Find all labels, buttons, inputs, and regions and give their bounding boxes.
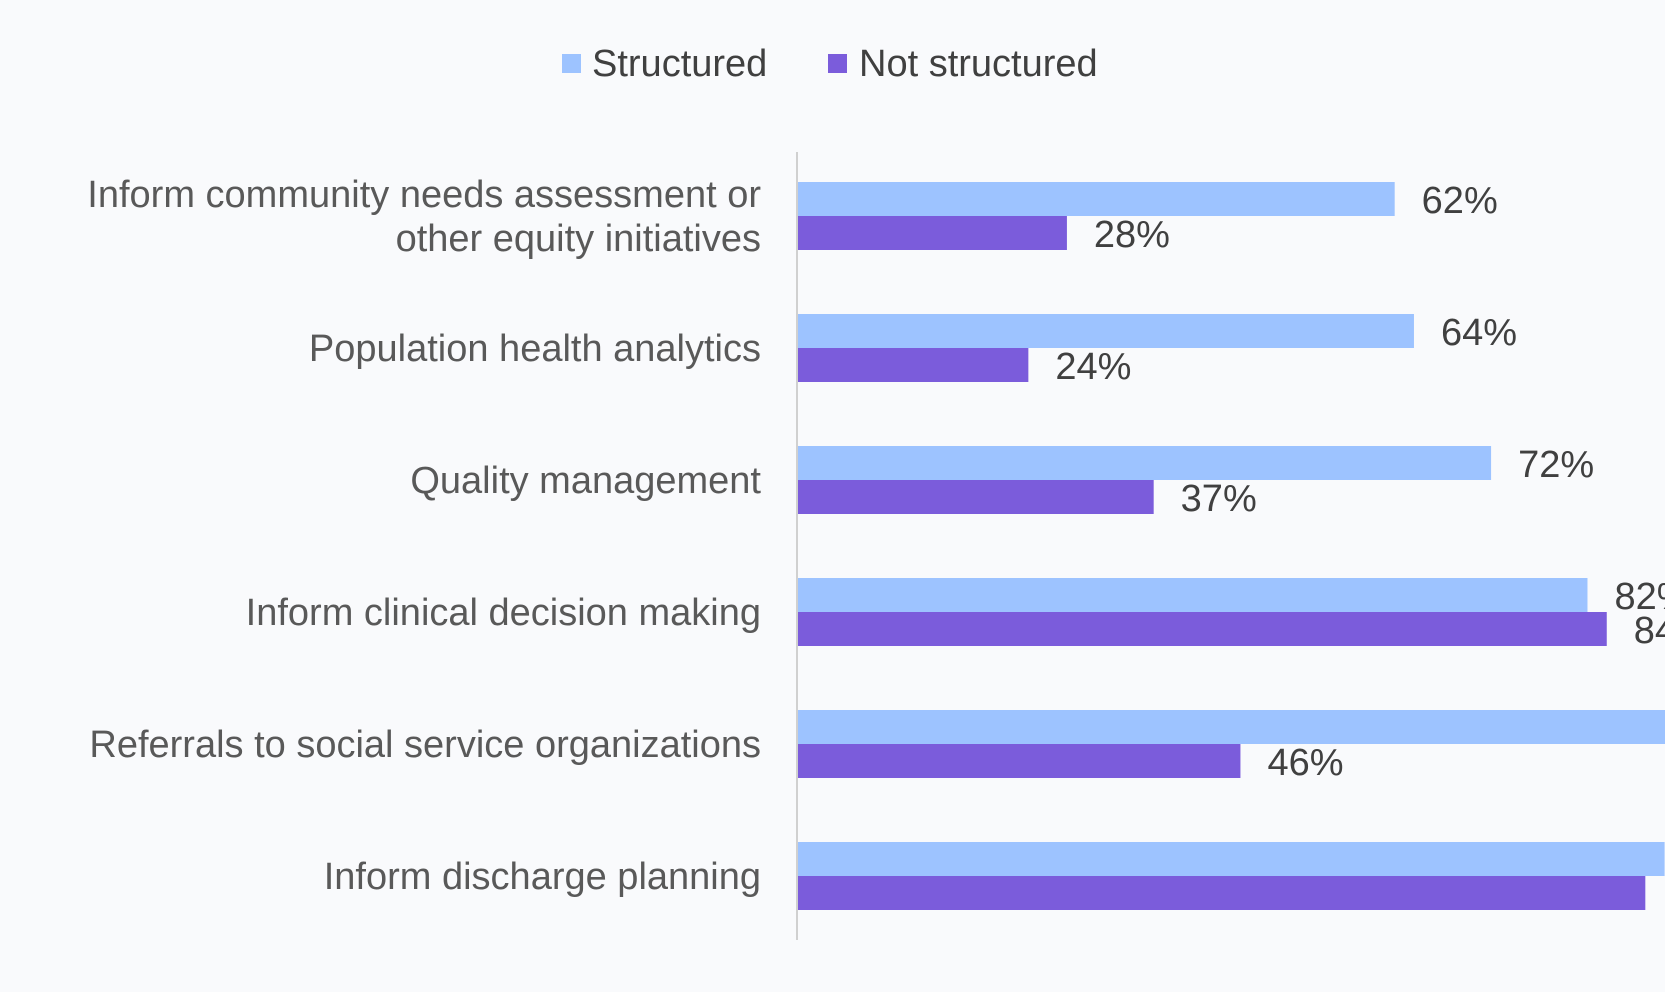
bars bbox=[797, 182, 1665, 910]
bar-structured bbox=[797, 446, 1492, 480]
data-label: 24% bbox=[1055, 346, 1131, 388]
bar-not-structured bbox=[797, 216, 1067, 250]
data-label: 62% bbox=[1422, 180, 1498, 222]
category-label-line: Quality management bbox=[410, 460, 761, 502]
value-labels: 62%28%64%24%72%37%82%84%92%46%90%88% bbox=[1055, 180, 1665, 784]
data-label: 72% bbox=[1518, 444, 1594, 486]
category-label: Referrals to social service organization… bbox=[89, 724, 761, 766]
legend-label: Not structured bbox=[859, 43, 1098, 85]
bar-structured bbox=[797, 182, 1395, 216]
category-label: Quality management bbox=[410, 460, 761, 502]
data-label: 28% bbox=[1094, 214, 1170, 256]
legend-label: Structured bbox=[592, 43, 767, 85]
category-label-line: Inform community needs assessment or bbox=[87, 174, 761, 216]
bar-not-structured bbox=[797, 348, 1029, 382]
bar-structured bbox=[797, 578, 1588, 612]
legend-swatch bbox=[828, 54, 847, 73]
bar-structured bbox=[797, 842, 1665, 876]
bar-not-structured bbox=[797, 744, 1241, 778]
legend-swatch bbox=[562, 54, 581, 73]
legend: Structured Not structured bbox=[562, 43, 1098, 85]
bar-structured bbox=[797, 314, 1414, 348]
category-label-line: Referrals to social service organization… bbox=[89, 724, 761, 766]
category-label-line: other equity initiatives bbox=[396, 218, 761, 260]
data-label: 64% bbox=[1441, 312, 1517, 354]
category-label: Inform clinical decision making bbox=[246, 592, 761, 634]
data-label: 46% bbox=[1267, 742, 1343, 784]
category-label-line: Inform discharge planning bbox=[324, 856, 761, 898]
category-label-line: Inform clinical decision making bbox=[246, 592, 761, 634]
bar-not-structured bbox=[797, 612, 1607, 646]
bar-not-structured bbox=[797, 876, 1646, 910]
bar-not-structured bbox=[797, 480, 1154, 514]
category-label-line: Population health analytics bbox=[309, 328, 761, 370]
data-label: 84% bbox=[1634, 610, 1665, 652]
category-labels: Inform community needs assessment or othe… bbox=[87, 174, 761, 898]
category-label: Inform discharge planning bbox=[324, 856, 761, 898]
data-label: 37% bbox=[1181, 478, 1257, 520]
category-label: Inform community needs assessment or othe… bbox=[87, 174, 761, 260]
bar-structured bbox=[797, 710, 1665, 744]
category-label: Population health analytics bbox=[309, 328, 761, 370]
data-label: 82% bbox=[1614, 576, 1665, 618]
